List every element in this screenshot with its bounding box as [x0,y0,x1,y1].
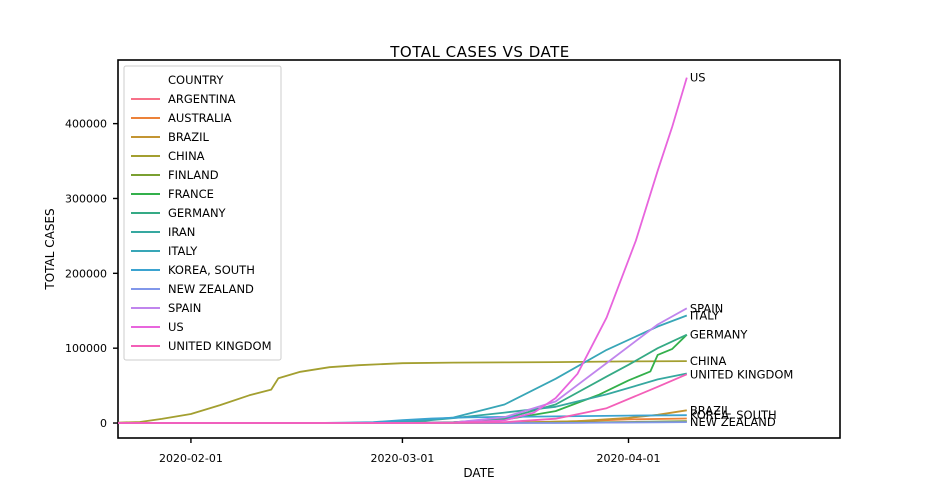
y-axis-label: TOTAL CASES [43,208,57,290]
y-tick-label: 100000 [65,342,107,355]
legend-label-korea-south: KOREA, SOUTH [168,263,255,277]
end-label-brazil: BRAZIL [690,403,732,417]
legend-label-argentina: ARGENTINA [168,92,236,106]
legend-label-australia: AUSTRALIA [168,111,232,125]
end-label-korea-south: KOREA, SOUTH [690,408,777,422]
legend-label-finland: FINLAND [168,168,219,182]
legend: COUNTRY ARGENTINA AUSTRALIA BRAZIL CHINA FIN… [123,65,282,361]
end-label-new-zealand: NEW ZEALAND [690,415,776,429]
legend-box [123,65,282,361]
y-axis-ticks: 0 100000 200000 300000 400000 [65,118,118,430]
y-tick-label: 300000 [65,192,107,205]
end-label-spain: SPAIN [690,301,723,315]
series-line-china [117,360,687,424]
end-label-china: CHINA [690,354,727,368]
legend-items: ARGENTINA AUSTRALIA BRAZIL CHINA FINLAND FRAN… [131,92,272,353]
end-label-italy: ITALY [690,309,720,323]
legend-label-brazil: BRAZIL [168,130,210,144]
end-label-united-kingdom: UNITED KINGDOM [690,367,794,381]
y-tick-label: 0 [100,417,107,430]
legend-label-us: US [168,320,184,334]
legend-title: COUNTRY [168,73,224,87]
legend-label-china: CHINA [168,149,205,163]
chart-title: TOTAL CASES VS DATE [389,43,569,61]
series-line-united-kingdom [118,373,688,424]
legend-label-new-zealand: NEW ZEALAND [168,282,254,296]
x-axis-ticks: 2020-02-01 2020-03-01 2020-04-01 [159,438,661,465]
series-lines [117,77,688,424]
y-tick-label: 400000 [65,118,107,131]
legend-label-france: FRANCE [168,187,214,201]
x-tick-label: 2020-02-01 [159,452,223,465]
x-axis-label: DATE [463,466,494,480]
x-tick-label: 2020-04-01 [597,452,661,465]
legend-label-germany: GERMANY [168,206,227,220]
end-label-us: US [690,71,706,85]
legend-label-iran: IRAN [168,225,195,239]
legend-label-spain: SPAIN [168,301,201,315]
end-label-germany: GERMANY [690,328,749,342]
legend-label-united-kingdom: UNITED KINGDOM [168,339,272,353]
x-tick-label: 2020-03-01 [370,452,434,465]
legend-label-italy: ITALY [168,244,198,258]
plot-area-frame [117,59,841,439]
y-tick-label: 200000 [65,267,107,280]
